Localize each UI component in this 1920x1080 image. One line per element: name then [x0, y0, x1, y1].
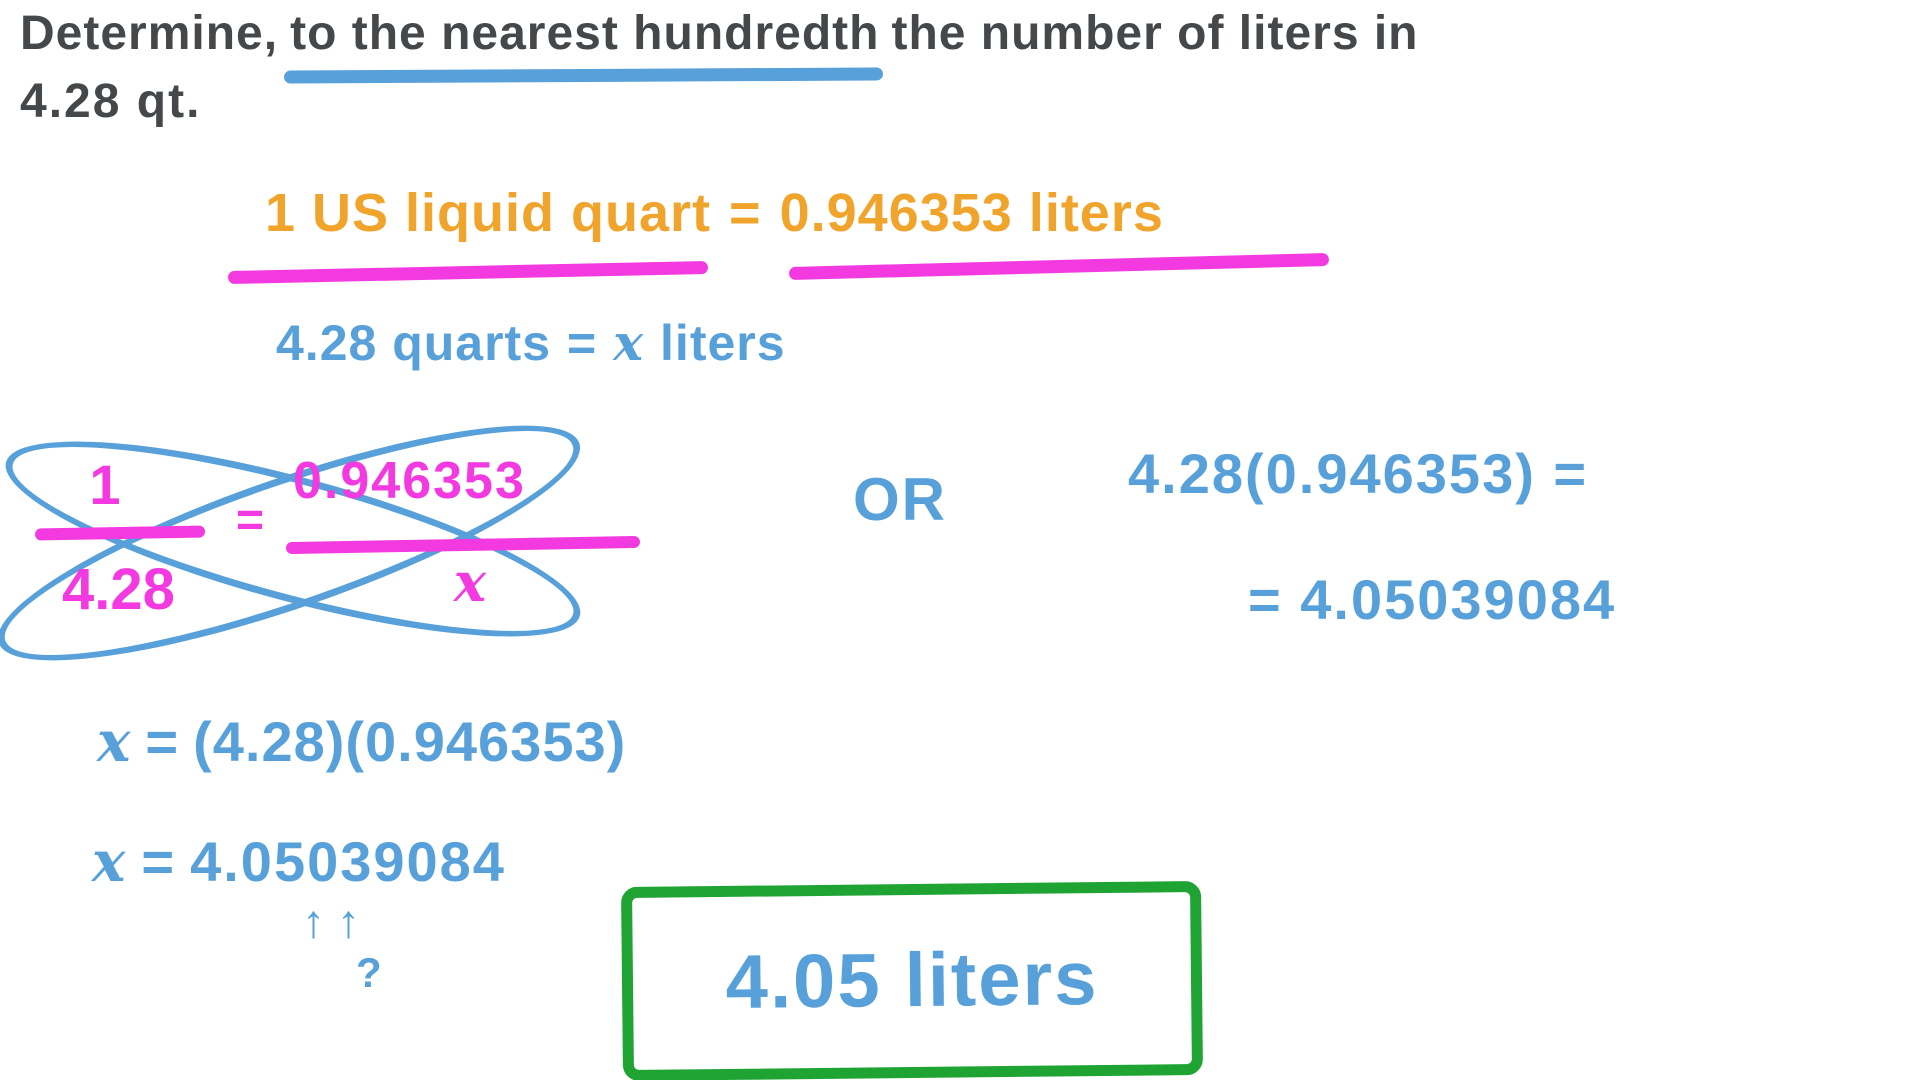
pink-underline-right	[788, 252, 1330, 281]
fact-quart-label: 1 US liquid quart	[265, 183, 712, 243]
right-fraction-numerator: 0.946353	[293, 452, 526, 510]
conversion-fact: 1 US liquid quart = 0.946353 liters	[265, 186, 1164, 240]
cross-multiplication-diagram: 1 4.28 = 0.946353 x	[0, 381, 663, 705]
setup-equals-sign: =	[567, 315, 598, 371]
solution-line1: x = (4.28)(0.946353)	[97, 709, 627, 775]
left-fraction-numerator: 1	[89, 453, 121, 516]
problem-underlined-text: to the nearest hundredth	[290, 7, 880, 60]
direct-method-line2: = 4.05039084	[1248, 568, 1617, 631]
right-fraction-denominator: x	[453, 550, 487, 614]
setup-unit: liters	[660, 315, 786, 371]
final-answer-box: 4.05 liters	[621, 880, 1203, 1080]
setup-equation: 4.28 quarts = x liters	[276, 313, 786, 372]
final-answer-text: 4.05 liters	[725, 936, 1099, 1025]
question-mark: ?	[356, 949, 382, 996]
solution-equals-2: =	[141, 830, 177, 893]
problem-suffix: the number of liters in	[891, 7, 1419, 60]
fact-liters-label: 0.946353 liters	[779, 183, 1164, 243]
left-fraction-denominator: 4.28	[62, 557, 175, 622]
up-arrow-icon: ↑	[302, 895, 325, 947]
blue-underline	[284, 67, 884, 84]
solution-rhs-2: 4.05039084	[190, 830, 506, 893]
problem-underlined-phrase: to the nearest hundredth	[284, 7, 884, 84]
solution-equals-1: =	[145, 710, 180, 773]
pink-underline-left	[227, 260, 709, 285]
fact-equals-sign: =	[729, 183, 762, 243]
or-label: OR	[853, 466, 947, 533]
solution-rhs-1: (4.28)(0.946353)	[193, 710, 627, 773]
rounding-arrows: ↑ ↑	[302, 898, 360, 944]
problem-statement-line1: Determine, to the nearest hundredth the nu…	[20, 7, 1419, 84]
solution-variable-1: x	[97, 709, 132, 775]
up-arrow-icon: ↑	[337, 895, 360, 947]
direct-method-line1: 4.28(0.946353) =	[1128, 442, 1589, 505]
setup-lhs: 4.28 quarts	[276, 315, 552, 371]
proportion-equals-sign: =	[236, 494, 265, 547]
solution-variable-2: x	[92, 829, 128, 895]
solution-line2: x = 4.05039084	[92, 829, 506, 895]
problem-statement-line2: 4.28 qt.	[20, 75, 202, 128]
problem-prefix: Determine,	[20, 7, 279, 60]
setup-variable: x	[613, 313, 645, 372]
